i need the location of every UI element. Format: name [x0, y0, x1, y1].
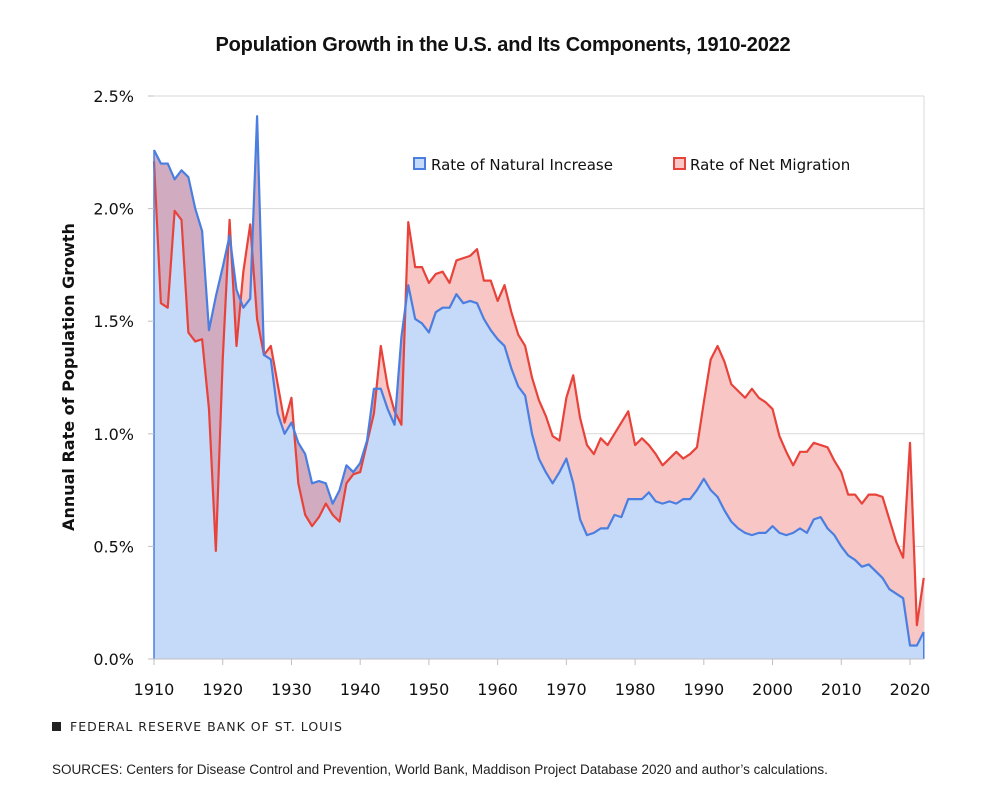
natural-increase-area [154, 116, 924, 659]
y-tick-label: 1.5% [93, 312, 134, 331]
x-tick-label: 1920 [202, 680, 243, 699]
y-tick-label: 1.0% [93, 425, 134, 444]
legend-swatch-natural-increase [413, 157, 426, 170]
brand-text: FEDERAL RESERVE BANK OF ST. LOUIS [70, 719, 343, 734]
y-tick-label: 2.0% [93, 200, 134, 219]
legend-swatch-net-migration [673, 157, 686, 170]
footer-brand: FEDERAL RESERVE BANK OF ST. LOUIS [52, 719, 343, 734]
legend-label-net-migration: Rate of Net Migration [690, 156, 850, 174]
y-tick-label: 0.5% [93, 537, 134, 556]
axes: 0.0% 0.5% 1.0% 1.5% 2.0% 2.5% 1910 1920 1930 1940… [93, 87, 930, 699]
brand-square-icon [52, 722, 61, 731]
natural-increase-line [153, 115, 925, 647]
chart-title: Population Growth in the U.S. and Its Co… [215, 34, 791, 56]
legend: Rate of Natural Increase Rate of Net Mig… [413, 156, 850, 174]
x-tick-label: 1950 [409, 680, 450, 699]
line-layer [152, 115, 925, 659]
x-tick-label: 2010 [821, 680, 862, 699]
total-growth-line [152, 161, 925, 627]
x-tick-label: 1960 [477, 680, 518, 699]
x-tick-label: 2000 [752, 680, 793, 699]
x-tick-label: 1930 [271, 680, 312, 699]
y-axis-title: Annual Rate of Population Growth [59, 223, 78, 531]
legend-label-natural-increase: Rate of Natural Increase [431, 156, 613, 174]
x-tick-label: 1990 [683, 680, 724, 699]
x-tick-label: 1940 [340, 680, 381, 699]
area-layer [154, 116, 924, 659]
x-tick-label: 1980 [615, 680, 656, 699]
x-tick-label: 1910 [134, 680, 175, 699]
x-tick-label: 1970 [546, 680, 587, 699]
y-tick-label: 2.5% [93, 87, 134, 106]
x-tick-label: 2020 [890, 680, 931, 699]
sources-note: SOURCES: Centers for Disease Control and… [52, 762, 828, 777]
y-tick-label: 0.0% [93, 650, 134, 669]
